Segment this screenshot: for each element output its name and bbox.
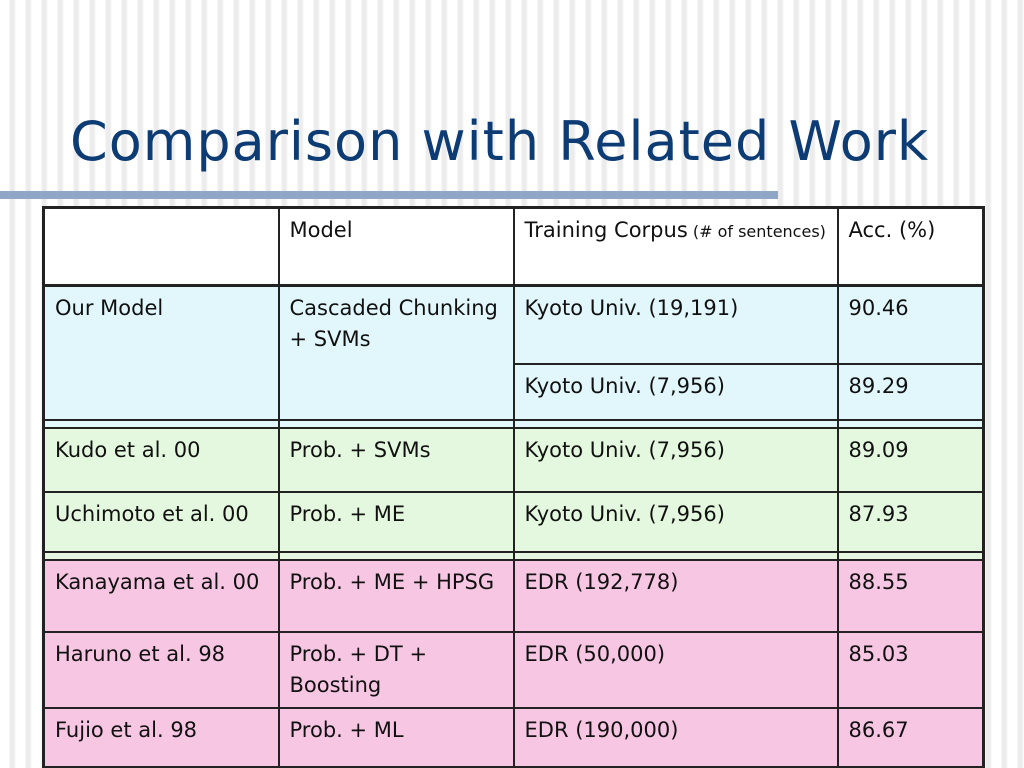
table-row: Kanayama et al. 00 Prob. + ME + HPSG EDR… (42, 558, 985, 633)
separator-cell (42, 550, 280, 561)
header-training-corpus: Training Corpus (# of sentences) (512, 206, 839, 287)
cell-accuracy: 87.93 (836, 490, 985, 553)
cell-our-model-acc-2: 89.29 (836, 362, 985, 421)
separator-cell (836, 418, 985, 429)
cell-accuracy: 88.55 (836, 558, 985, 633)
cell-work-name: Fujio et al. 98 (42, 706, 280, 768)
cell-our-model-corpus-2: Kyoto Univ. (7,956) (512, 362, 839, 421)
table-row-our-model: Our Model Cascaded Chunking + SVMs Kyoto… (42, 284, 985, 421)
cell-corpus: EDR (50,000) (512, 630, 839, 709)
slide-title: Comparison with Related Work (70, 110, 930, 173)
table-row: Fujio et al. 98 Prob. + ML EDR (190,000)… (42, 706, 985, 768)
cell-corpus: Kyoto Univ. (7,956) (512, 490, 839, 553)
header-corpus-note: (# of sentences) (687, 222, 826, 241)
header-accuracy: Acc. (%) (836, 206, 985, 287)
separator-cell (836, 550, 985, 561)
separator-cell (512, 550, 839, 561)
cell-accuracy: 86.67 (836, 706, 985, 768)
cell-our-model-corpus-1: Kyoto Univ. (19,191) (512, 284, 839, 365)
header-corpus-label: Training Corpus (524, 218, 688, 242)
separator-cell (277, 418, 515, 429)
cell-corpus: EDR (190,000) (512, 706, 839, 768)
cell-model: Prob. + ME + HPSG (277, 558, 515, 633)
cell-work-name: Kudo et al. 00 (42, 426, 280, 493)
title-underline (0, 191, 778, 199)
cell-our-model-acc-1: 90.46 (836, 284, 985, 365)
table-row: Haruno et al. 98 Prob. + DT + Boosting E… (42, 630, 985, 709)
table-header-row: Model Training Corpus (# of sentences) A… (42, 206, 985, 287)
row-separator (42, 418, 985, 429)
cell-work-name: Kanayama et al. 00 (42, 558, 280, 633)
header-blank-cell (42, 206, 280, 287)
cell-model: Prob. + DT + Boosting (277, 630, 515, 709)
cell-corpus: Kyoto Univ. (7,956) (512, 426, 839, 493)
cell-model: Prob. + ML (277, 706, 515, 768)
cell-our-model-name: Our Model (42, 284, 280, 421)
cell-accuracy: 89.09 (836, 426, 985, 493)
cell-our-model-model: Cascaded Chunking + SVMs (277, 284, 515, 421)
cell-corpus: EDR (192,778) (512, 558, 839, 633)
cell-accuracy: 85.03 (836, 630, 985, 709)
cell-model: Prob. + ME (277, 490, 515, 553)
separator-cell (277, 550, 515, 561)
comparison-table: Model Training Corpus (# of sentences) A… (42, 206, 985, 768)
cell-work-name: Uchimoto et al. 00 (42, 490, 280, 553)
table-row: Uchimoto et al. 00 Prob. + ME Kyoto Univ… (42, 490, 985, 553)
table-row-our-model-2: Kyoto Univ. (7,956) 89.29 (44, 362, 985, 421)
cell-model: Prob. + SVMs (277, 426, 515, 493)
cell-work-name: Haruno et al. 98 (42, 630, 280, 709)
table-row: Kudo et al. 00 Prob. + SVMs Kyoto Univ. … (42, 426, 985, 493)
header-model: Model (277, 206, 515, 287)
separator-cell (42, 418, 280, 429)
row-separator (42, 550, 985, 561)
separator-cell (512, 418, 839, 429)
